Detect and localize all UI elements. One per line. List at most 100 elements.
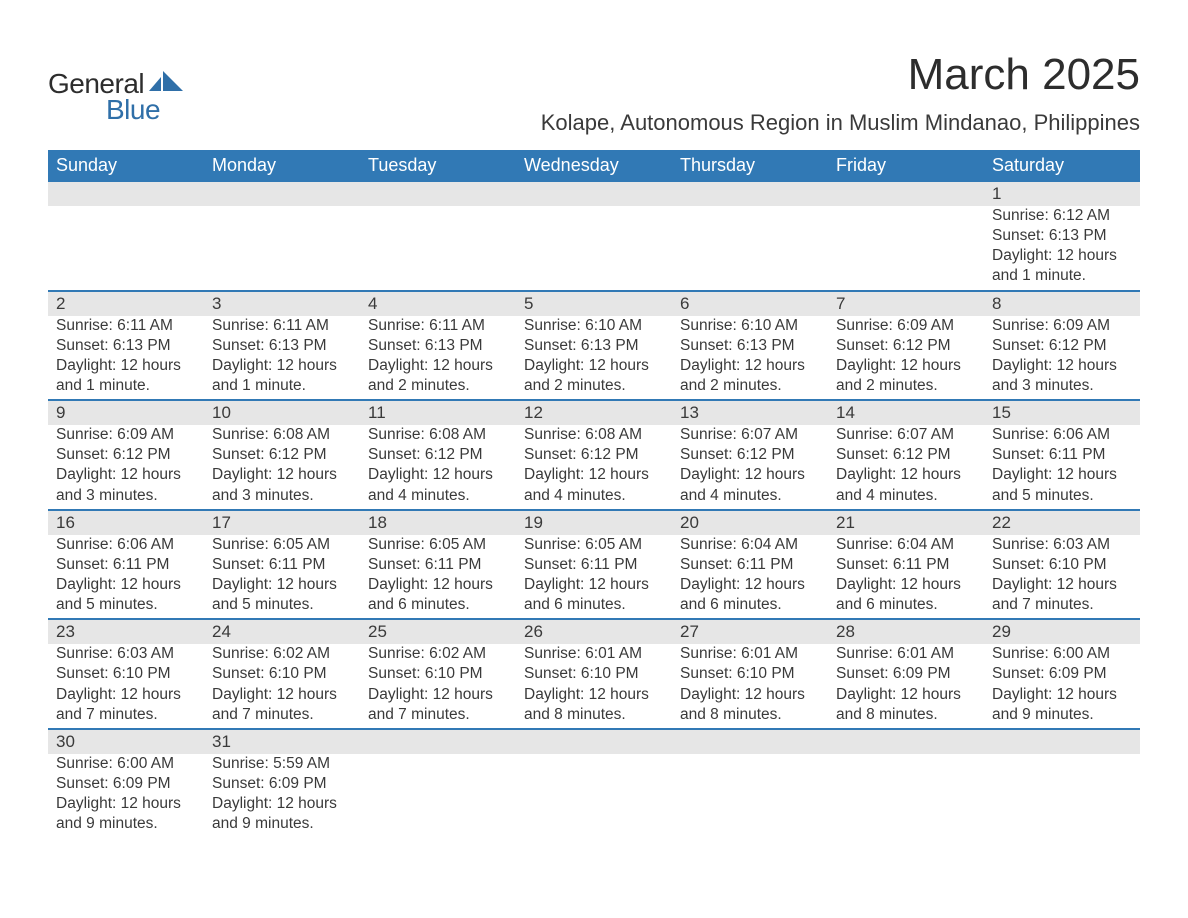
sunset-text: Sunset: 6:11 PM	[680, 555, 820, 575]
daylight-text: Daylight: 12 hours and 1 minute.	[56, 356, 196, 396]
day-cell	[48, 206, 204, 291]
day-header-saturday: Saturday	[984, 150, 1140, 182]
day-number: 15	[984, 400, 1140, 425]
day-number: 29	[984, 619, 1140, 644]
daylight-text: Daylight: 12 hours and 9 minutes.	[212, 794, 352, 834]
sunset-text: Sunset: 6:11 PM	[836, 555, 976, 575]
sunset-text: Sunset: 6:12 PM	[680, 445, 820, 465]
day-cell: Sunrise: 6:05 AMSunset: 6:11 PMDaylight:…	[360, 535, 516, 620]
daylight-text: Daylight: 12 hours and 7 minutes.	[368, 685, 508, 725]
day-number: 9	[48, 400, 204, 425]
sunset-text: Sunset: 6:12 PM	[368, 445, 508, 465]
day-number: 16	[48, 510, 204, 535]
day-cell: Sunrise: 6:11 AMSunset: 6:13 PMDaylight:…	[360, 316, 516, 401]
sunset-text: Sunset: 6:12 PM	[836, 336, 976, 356]
day-number: 18	[360, 510, 516, 535]
day-number: 11	[360, 400, 516, 425]
sunrise-text: Sunrise: 6:12 AM	[992, 206, 1132, 226]
day-cell: Sunrise: 6:10 AMSunset: 6:13 PMDaylight:…	[672, 316, 828, 401]
day-header-friday: Friday	[828, 150, 984, 182]
day-cell: Sunrise: 6:00 AMSunset: 6:09 PMDaylight:…	[48, 754, 204, 838]
day-number: 23	[48, 619, 204, 644]
day-info-row: Sunrise: 6:00 AMSunset: 6:09 PMDaylight:…	[48, 754, 1140, 838]
day-cell: Sunrise: 6:09 AMSunset: 6:12 PMDaylight:…	[48, 425, 204, 510]
day-cell: Sunrise: 6:06 AMSunset: 6:11 PMDaylight:…	[48, 535, 204, 620]
sunrise-text: Sunrise: 6:03 AM	[56, 644, 196, 664]
sunrise-text: Sunrise: 6:09 AM	[836, 316, 976, 336]
day-number: 2	[48, 291, 204, 316]
sunset-text: Sunset: 6:12 PM	[992, 336, 1132, 356]
day-header-sunday: Sunday	[48, 150, 204, 182]
sunrise-text: Sunrise: 6:02 AM	[212, 644, 352, 664]
sunrise-text: Sunrise: 6:01 AM	[524, 644, 664, 664]
day-cell	[828, 754, 984, 838]
sunset-text: Sunset: 6:09 PM	[56, 774, 196, 794]
daylight-text: Daylight: 12 hours and 3 minutes.	[56, 465, 196, 505]
sunset-text: Sunset: 6:10 PM	[524, 664, 664, 684]
day-cell	[516, 754, 672, 838]
daylight-text: Daylight: 12 hours and 3 minutes.	[992, 356, 1132, 396]
daylight-text: Daylight: 12 hours and 2 minutes.	[836, 356, 976, 396]
day-number: 22	[984, 510, 1140, 535]
day-cell	[204, 206, 360, 291]
sunrise-text: Sunrise: 6:08 AM	[368, 425, 508, 445]
daylight-text: Daylight: 12 hours and 3 minutes.	[212, 465, 352, 505]
day-number	[984, 729, 1140, 754]
day-number: 13	[672, 400, 828, 425]
sunset-text: Sunset: 6:09 PM	[212, 774, 352, 794]
sunrise-text: Sunrise: 6:02 AM	[368, 644, 508, 664]
sunset-text: Sunset: 6:11 PM	[524, 555, 664, 575]
daylight-text: Daylight: 12 hours and 8 minutes.	[836, 685, 976, 725]
day-number	[828, 182, 984, 206]
day-number: 31	[204, 729, 360, 754]
daylight-text: Daylight: 12 hours and 6 minutes.	[524, 575, 664, 615]
day-cell: Sunrise: 6:08 AMSunset: 6:12 PMDaylight:…	[204, 425, 360, 510]
day-header-monday: Monday	[204, 150, 360, 182]
sunrise-text: Sunrise: 6:05 AM	[368, 535, 508, 555]
day-info-row: Sunrise: 6:06 AMSunset: 6:11 PMDaylight:…	[48, 535, 1140, 620]
day-number: 5	[516, 291, 672, 316]
day-cell	[360, 206, 516, 291]
daylight-text: Daylight: 12 hours and 6 minutes.	[368, 575, 508, 615]
sunrise-text: Sunrise: 6:09 AM	[56, 425, 196, 445]
day-number: 3	[204, 291, 360, 316]
day-cell: Sunrise: 6:06 AMSunset: 6:11 PMDaylight:…	[984, 425, 1140, 510]
sunset-text: Sunset: 6:13 PM	[56, 336, 196, 356]
daylight-text: Daylight: 12 hours and 5 minutes.	[992, 465, 1132, 505]
sunset-text: Sunset: 6:11 PM	[368, 555, 508, 575]
sunrise-text: Sunrise: 6:07 AM	[836, 425, 976, 445]
daylight-text: Daylight: 12 hours and 4 minutes.	[680, 465, 820, 505]
day-cell	[984, 754, 1140, 838]
day-header-row: Sunday Monday Tuesday Wednesday Thursday…	[48, 150, 1140, 182]
sunrise-text: Sunrise: 6:04 AM	[836, 535, 976, 555]
sunset-text: Sunset: 6:10 PM	[992, 555, 1132, 575]
daylight-text: Daylight: 12 hours and 6 minutes.	[836, 575, 976, 615]
day-cell: Sunrise: 6:07 AMSunset: 6:12 PMDaylight:…	[828, 425, 984, 510]
day-number: 1	[984, 182, 1140, 206]
sunset-text: Sunset: 6:10 PM	[680, 664, 820, 684]
calendar-table: Sunday Monday Tuesday Wednesday Thursday…	[48, 150, 1140, 837]
sunrise-text: Sunrise: 6:06 AM	[56, 535, 196, 555]
sunrise-text: Sunrise: 6:11 AM	[56, 316, 196, 336]
day-cell: Sunrise: 6:08 AMSunset: 6:12 PMDaylight:…	[360, 425, 516, 510]
day-number: 14	[828, 400, 984, 425]
day-number: 12	[516, 400, 672, 425]
sunset-text: Sunset: 6:09 PM	[992, 664, 1132, 684]
day-number: 20	[672, 510, 828, 535]
day-number	[360, 182, 516, 206]
daylight-text: Daylight: 12 hours and 4 minutes.	[368, 465, 508, 505]
day-number: 19	[516, 510, 672, 535]
sunrise-text: Sunrise: 6:11 AM	[212, 316, 352, 336]
sunset-text: Sunset: 6:13 PM	[992, 226, 1132, 246]
daylight-text: Daylight: 12 hours and 5 minutes.	[212, 575, 352, 615]
sunrise-text: Sunrise: 6:05 AM	[524, 535, 664, 555]
sunrise-text: Sunrise: 6:10 AM	[680, 316, 820, 336]
day-number	[672, 182, 828, 206]
day-cell: Sunrise: 6:02 AMSunset: 6:10 PMDaylight:…	[204, 644, 360, 729]
daylight-text: Daylight: 12 hours and 9 minutes.	[992, 685, 1132, 725]
day-cell: Sunrise: 6:11 AMSunset: 6:13 PMDaylight:…	[204, 316, 360, 401]
day-number	[516, 729, 672, 754]
day-cell	[516, 206, 672, 291]
sunrise-text: Sunrise: 6:00 AM	[992, 644, 1132, 664]
daynum-row: 16171819202122	[48, 510, 1140, 535]
